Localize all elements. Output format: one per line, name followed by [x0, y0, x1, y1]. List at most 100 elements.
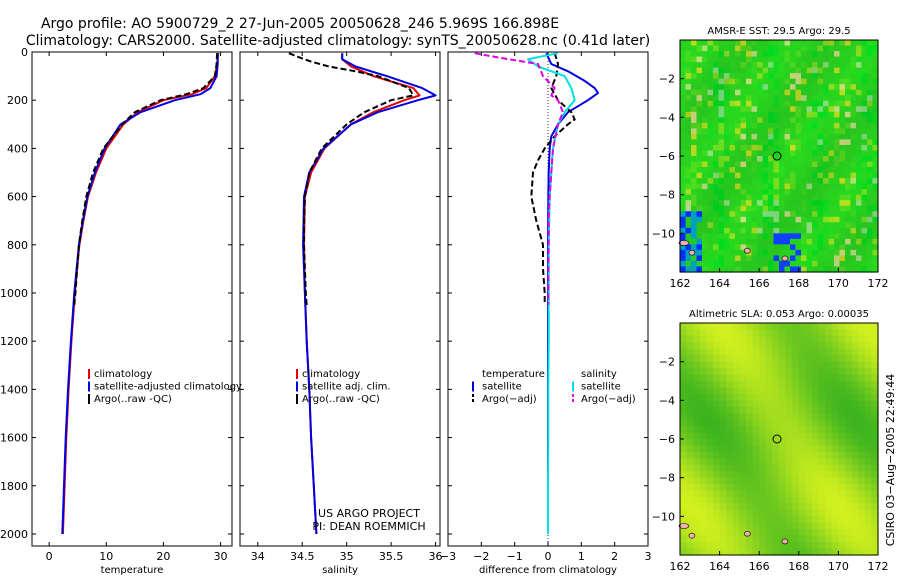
sla-cell — [693, 368, 701, 376]
sla-cell — [779, 458, 787, 466]
sst-cell — [801, 183, 808, 190]
salinity-series-0-line — [303, 53, 421, 535]
sst-cell — [828, 139, 835, 146]
sla-cell — [779, 374, 787, 382]
sst-cell — [861, 73, 868, 80]
sla-cell — [686, 484, 694, 492]
sst-cell — [801, 200, 808, 207]
sst-cell — [839, 62, 846, 69]
difference-series-0-line — [545, 52, 599, 534]
sst-cell — [740, 78, 747, 85]
sst-cell — [768, 139, 775, 146]
sla-cell — [785, 368, 793, 376]
sla-cell — [706, 535, 714, 543]
sla-cell — [746, 535, 754, 543]
sst-cell — [735, 111, 742, 118]
sst-cell — [779, 172, 786, 179]
sst-cell — [751, 249, 758, 257]
sst-cell — [707, 216, 714, 223]
sst-cell — [724, 189, 731, 196]
sst-cell — [718, 194, 725, 201]
sla-cell — [765, 490, 773, 498]
sst-cell — [790, 260, 797, 268]
sla-cell — [759, 387, 767, 395]
credit-line2: PI: DEAN ROEMMICH — [312, 520, 425, 533]
sst-cell — [817, 172, 824, 179]
sst-cell — [784, 249, 791, 257]
sst-cell — [746, 117, 753, 124]
sla-cell — [699, 368, 707, 376]
sla-cell — [785, 542, 793, 550]
sst-cell — [729, 139, 736, 146]
sst-cell — [834, 227, 841, 234]
sst-cell — [867, 189, 874, 196]
sst-cell — [768, 73, 775, 80]
sst-cell — [707, 117, 714, 124]
sla-cell — [798, 426, 806, 434]
sst-cell — [685, 128, 692, 135]
sla-cell — [739, 406, 747, 414]
sst-cell — [861, 117, 868, 124]
sst-cell — [806, 255, 813, 262]
sst-cell — [735, 128, 742, 135]
sla-ytick-label: −4 — [659, 394, 675, 407]
sst-cell — [801, 189, 808, 196]
sla-cell — [864, 529, 872, 537]
sla-cell — [693, 419, 701, 427]
sst-cell — [867, 222, 874, 229]
sst-cell — [685, 178, 692, 185]
sla-cell — [765, 335, 773, 343]
sla-cell — [818, 529, 826, 537]
sla-cell — [732, 323, 740, 331]
sla-cell — [818, 458, 826, 466]
sla-cell — [779, 542, 787, 550]
sst-cell — [751, 73, 758, 80]
sst-cell — [768, 89, 775, 96]
sla-cell — [726, 426, 734, 434]
sst-cell — [872, 255, 879, 262]
sst-cell — [724, 255, 731, 262]
sla-cell — [752, 413, 760, 421]
sst-cell — [828, 56, 835, 63]
sla-cell — [680, 368, 688, 376]
sst-cell — [746, 100, 753, 107]
sst-cell — [856, 100, 863, 107]
sst-cell — [680, 244, 687, 251]
sst-cell — [718, 205, 725, 212]
sst-cell — [751, 111, 758, 118]
sst-cell — [707, 150, 714, 157]
sst-cell — [680, 194, 687, 201]
sst-cell — [790, 133, 797, 141]
sst-cell — [751, 40, 758, 47]
sst-cell — [768, 45, 775, 52]
sst-cell — [839, 255, 846, 262]
sst-cell — [834, 100, 841, 107]
sla-cell — [772, 406, 780, 414]
sst-cell — [718, 144, 725, 152]
sst-cell — [702, 189, 709, 196]
sla-cell — [759, 413, 767, 421]
sst-cell — [713, 227, 720, 234]
sla-cell — [798, 387, 806, 395]
sla-cell — [825, 400, 833, 408]
sst-cell — [740, 84, 747, 91]
sst-cell — [740, 156, 747, 163]
sst-cell — [740, 117, 747, 124]
sst-cell — [806, 200, 813, 207]
sla-cell — [765, 432, 773, 440]
difference-xtick-label: 2 — [611, 550, 618, 563]
sst-cell — [801, 84, 808, 91]
sst-cell — [823, 139, 830, 146]
sst-cell — [713, 189, 720, 196]
sst-cell — [823, 56, 830, 63]
sst-cell — [784, 56, 791, 63]
sst-cell — [850, 73, 857, 80]
sst-cell — [729, 67, 736, 74]
sst-cell — [845, 84, 852, 91]
sla-cell — [871, 484, 879, 492]
sla-cell — [812, 451, 820, 459]
sst-cell — [768, 216, 775, 223]
sst-cell — [850, 255, 857, 262]
sla-cell — [805, 471, 813, 479]
sla-cell — [719, 329, 727, 337]
